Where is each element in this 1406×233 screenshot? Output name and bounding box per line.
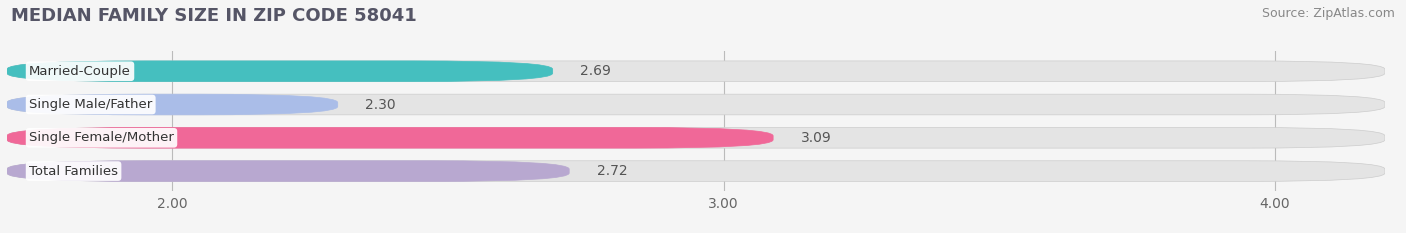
FancyBboxPatch shape [7,127,773,148]
FancyBboxPatch shape [7,94,337,115]
FancyBboxPatch shape [7,61,1385,82]
FancyBboxPatch shape [7,161,569,182]
Text: 2.69: 2.69 [581,64,612,78]
Text: 2.30: 2.30 [366,98,396,112]
FancyBboxPatch shape [7,161,1385,182]
Text: Total Families: Total Families [30,164,118,178]
Text: Single Female/Mother: Single Female/Mother [30,131,174,144]
FancyBboxPatch shape [7,61,553,82]
Text: Married-Couple: Married-Couple [30,65,131,78]
Text: 3.09: 3.09 [800,131,831,145]
FancyBboxPatch shape [7,127,1385,148]
Text: MEDIAN FAMILY SIZE IN ZIP CODE 58041: MEDIAN FAMILY SIZE IN ZIP CODE 58041 [11,7,418,25]
Text: 2.72: 2.72 [596,164,627,178]
FancyBboxPatch shape [7,94,1385,115]
Text: Single Male/Father: Single Male/Father [30,98,152,111]
Text: Source: ZipAtlas.com: Source: ZipAtlas.com [1261,7,1395,20]
